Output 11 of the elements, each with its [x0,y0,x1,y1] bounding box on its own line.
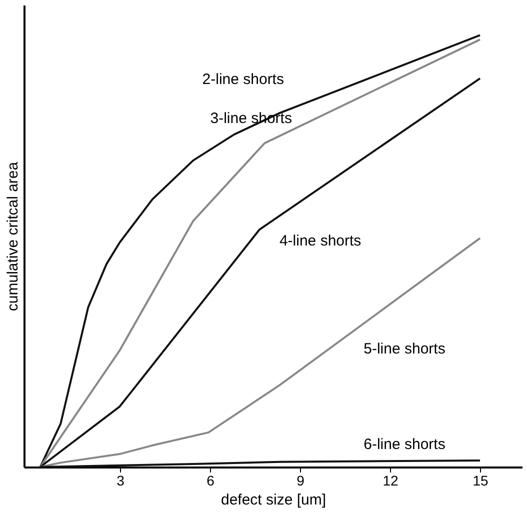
y-axis-title: cumulative critcal area [4,161,22,312]
x-tick-label: 12 [382,472,398,488]
x-tick-label: 15 [472,472,488,488]
annotation: 5-line shorts [364,340,446,358]
annotation: 2-line shorts [202,70,284,88]
annotation: 4-line shorts [279,232,362,250]
x-axis-title: defect size [um] [220,492,326,508]
x-tick-label: 3 [116,472,125,488]
x-tick-label: 6 [206,472,215,488]
x-tick-label: 9 [296,472,305,488]
annotation: 6-line shorts [364,436,446,453]
